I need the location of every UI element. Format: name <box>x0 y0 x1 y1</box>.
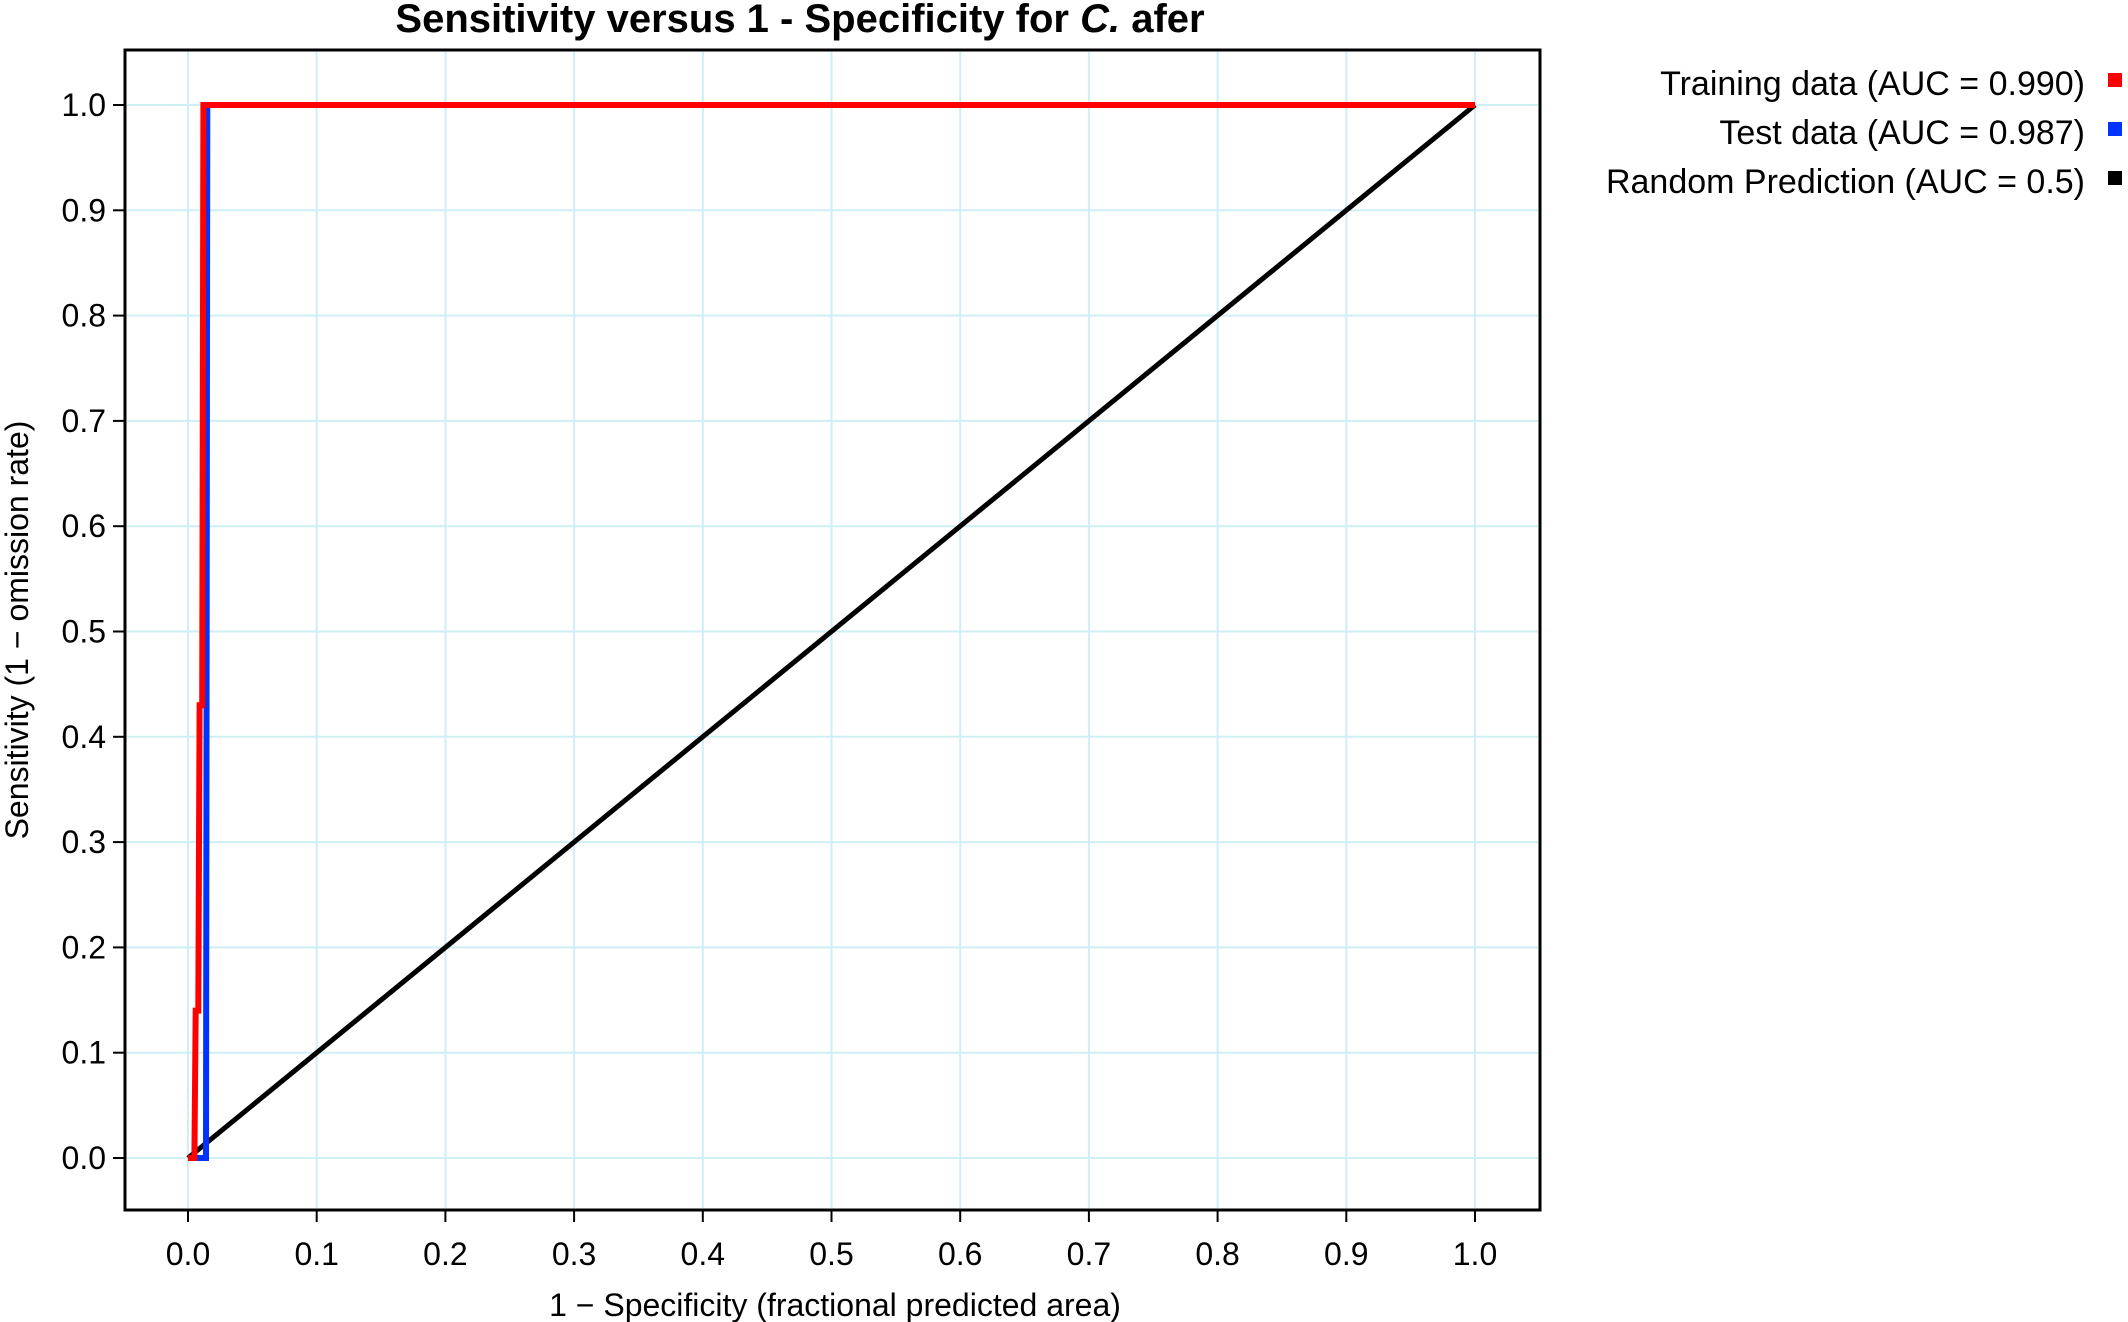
x-tick-label-7: 0.7 <box>1067 1236 1111 1272</box>
series-line-0 <box>188 102 1475 1161</box>
chart-title-prefix: Sensitivity versus 1 - Specificity for <box>395 0 1080 41</box>
series-line-2 <box>186 103 1477 1160</box>
legend-swatch-2 <box>2108 171 2122 185</box>
y-tick-label-2: 0.2 <box>62 929 106 965</box>
legend-label-1: Test data (AUC = 0.987) <box>1719 114 2085 152</box>
x-tick-label-1: 0.1 <box>294 1236 338 1272</box>
x-tick-label-5: 0.5 <box>809 1236 853 1272</box>
x-tick-label-8: 0.8 <box>1195 1236 1239 1272</box>
y-tick-label-1: 0.1 <box>62 1035 106 1071</box>
x-tick-label-4: 0.4 <box>681 1236 725 1272</box>
y-tick-label-6: 0.6 <box>62 508 106 544</box>
y-tick-label-5: 0.5 <box>62 614 106 650</box>
chart-title: Sensitivity versus 1 - Specificity for C… <box>395 0 1204 41</box>
y-tick-label-0: 0.0 <box>62 1140 106 1176</box>
legend-swatch-0 <box>2108 73 2122 87</box>
y-tick-label-9: 0.9 <box>62 192 106 228</box>
x-tick-label-9: 0.9 <box>1324 1236 1368 1272</box>
ticks: 0.0 0.1 0.2 0.3 0.4 0.5 0.6 0.7 0.8 0.9 1.0 0.0 0.1 0… <box>62 87 1498 1272</box>
x-axis-label: 1 − Specificity (fractional predicted ar… <box>549 1287 1121 1322</box>
x-tick-label-3: 0.3 <box>552 1236 596 1272</box>
y-tick-label-4: 0.4 <box>62 719 106 755</box>
legend-label-0: Training data (AUC = 0.990) <box>1660 65 2085 103</box>
series-layer <box>186 102 1477 1161</box>
legend-swatch-1 <box>2108 122 2122 136</box>
x-tick-label-0: 0.0 <box>166 1236 210 1272</box>
y-tick-label-3: 0.3 <box>62 824 106 860</box>
x-tick-label-10: 1.0 <box>1453 1236 1497 1272</box>
y-tick-label-10: 1.0 <box>62 87 106 123</box>
chart-title-species: C. <box>1080 0 1120 41</box>
y-tick-label-8: 0.8 <box>62 298 106 334</box>
y-tick-label-7: 0.7 <box>62 403 106 439</box>
legend-label-2: Random Prediction (AUC = 0.5) <box>1606 163 2085 201</box>
y-axis-label: Sensitivity (1 − omission rate) <box>0 421 35 840</box>
x-tick-label-2: 0.2 <box>423 1236 467 1272</box>
x-tick-label-6: 0.6 <box>938 1236 982 1272</box>
chart-title-suffix: afer <box>1120 0 1205 41</box>
legend: Training data (AUC = 0.990) Test data (AU… <box>1606 65 2122 201</box>
